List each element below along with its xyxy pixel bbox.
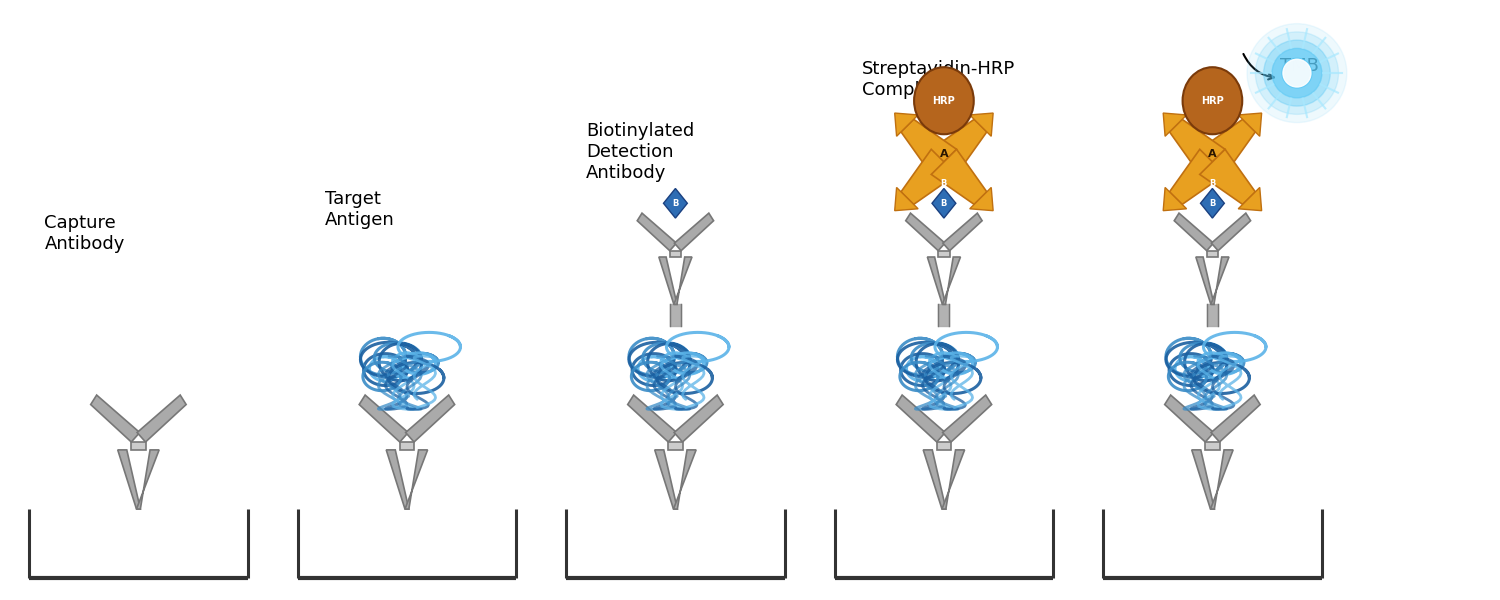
Polygon shape	[1210, 257, 1228, 304]
Polygon shape	[669, 442, 682, 450]
Polygon shape	[1238, 113, 1262, 136]
Polygon shape	[1212, 213, 1251, 251]
Polygon shape	[1196, 257, 1214, 304]
Polygon shape	[136, 395, 186, 442]
Polygon shape	[1162, 187, 1186, 211]
Polygon shape	[674, 395, 723, 442]
Text: A: A	[1208, 149, 1216, 159]
Polygon shape	[132, 442, 146, 450]
Polygon shape	[942, 395, 992, 442]
Text: B: B	[940, 199, 946, 208]
Polygon shape	[927, 257, 945, 304]
Polygon shape	[902, 149, 957, 205]
Circle shape	[1246, 23, 1347, 122]
Polygon shape	[674, 450, 696, 509]
Polygon shape	[1206, 442, 1219, 450]
Text: A: A	[939, 149, 948, 159]
Polygon shape	[90, 395, 140, 442]
Text: Biotinylated
Detection
Antibody: Biotinylated Detection Antibody	[586, 122, 694, 182]
Polygon shape	[674, 257, 692, 304]
Polygon shape	[932, 119, 987, 175]
Circle shape	[1272, 49, 1322, 98]
Polygon shape	[1200, 188, 1224, 218]
Polygon shape	[894, 187, 918, 211]
Polygon shape	[932, 149, 987, 205]
Polygon shape	[658, 257, 676, 304]
Polygon shape	[1238, 187, 1262, 211]
Polygon shape	[1170, 119, 1226, 175]
Polygon shape	[944, 213, 982, 251]
Text: TMB: TMB	[1280, 57, 1318, 75]
Polygon shape	[405, 450, 427, 509]
Polygon shape	[969, 113, 993, 136]
Polygon shape	[654, 450, 678, 509]
Polygon shape	[1200, 149, 1256, 205]
Ellipse shape	[1182, 67, 1242, 134]
Polygon shape	[405, 395, 454, 442]
Polygon shape	[663, 188, 687, 218]
Polygon shape	[1200, 119, 1256, 175]
Text: HRP: HRP	[933, 96, 956, 106]
Polygon shape	[896, 395, 945, 442]
Circle shape	[1256, 32, 1338, 115]
Polygon shape	[1170, 149, 1226, 205]
Text: B: B	[1209, 179, 1215, 188]
Text: Target
Antigen: Target Antigen	[326, 190, 394, 229]
Polygon shape	[942, 450, 964, 509]
Ellipse shape	[914, 67, 974, 134]
Text: Capture
Antibody: Capture Antibody	[45, 214, 125, 253]
Polygon shape	[938, 442, 951, 450]
Polygon shape	[969, 187, 993, 211]
Polygon shape	[1164, 395, 1214, 442]
Polygon shape	[386, 450, 410, 509]
Polygon shape	[902, 119, 957, 175]
Polygon shape	[1210, 395, 1260, 442]
Polygon shape	[136, 450, 159, 509]
Polygon shape	[942, 257, 960, 304]
Circle shape	[1282, 59, 1311, 87]
Polygon shape	[1206, 251, 1218, 257]
Polygon shape	[1191, 450, 1215, 509]
Polygon shape	[117, 450, 141, 509]
Polygon shape	[675, 213, 714, 251]
Polygon shape	[906, 213, 945, 251]
Polygon shape	[638, 213, 676, 251]
Circle shape	[1282, 58, 1312, 88]
Polygon shape	[358, 395, 408, 442]
Polygon shape	[932, 188, 956, 218]
Circle shape	[1263, 40, 1330, 106]
Polygon shape	[627, 395, 676, 442]
Polygon shape	[922, 450, 946, 509]
Text: HRP: HRP	[1202, 96, 1224, 106]
Polygon shape	[894, 113, 918, 136]
Polygon shape	[400, 442, 414, 450]
Text: B: B	[672, 199, 678, 208]
Polygon shape	[1174, 213, 1214, 251]
Text: B: B	[940, 179, 946, 188]
Polygon shape	[669, 251, 681, 257]
Polygon shape	[1210, 450, 1233, 509]
Text: B: B	[1209, 199, 1215, 208]
Text: Streptavidin-HRP
Complex: Streptavidin-HRP Complex	[862, 60, 1016, 99]
Polygon shape	[1162, 113, 1186, 136]
Polygon shape	[938, 251, 950, 257]
